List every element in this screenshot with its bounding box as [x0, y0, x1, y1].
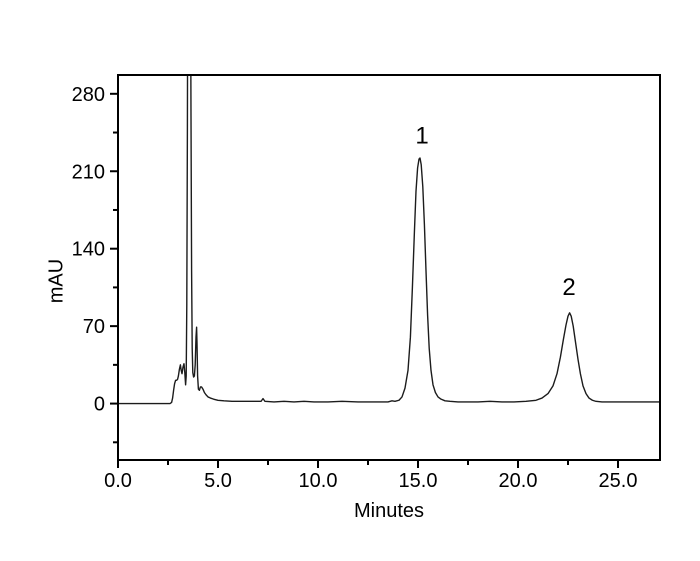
y-tick-label: 280 — [72, 84, 105, 106]
y-tick-label: 210 — [72, 161, 105, 183]
y-axis-title: mAU — [45, 258, 68, 304]
y-tick-label: 70 — [83, 316, 105, 338]
x-tick-label: 15.0 — [399, 470, 438, 492]
plot-frame — [117, 74, 661, 461]
x-tick-label: 0.0 — [104, 470, 132, 492]
x-tick-label: 20.0 — [499, 470, 538, 492]
x-tick-label: 25.0 — [599, 470, 638, 492]
x-tick-label: 5.0 — [204, 470, 232, 492]
peak-label-1: 1 — [415, 123, 428, 150]
x-tick-label: 10.0 — [299, 470, 338, 492]
chromatogram-trace — [118, 75, 660, 405]
x-axis-title: Minutes — [353, 500, 425, 522]
y-tick-label: 0 — [94, 394, 105, 416]
peak-label-2: 2 — [562, 274, 575, 301]
y-tick-label: 140 — [72, 239, 105, 261]
